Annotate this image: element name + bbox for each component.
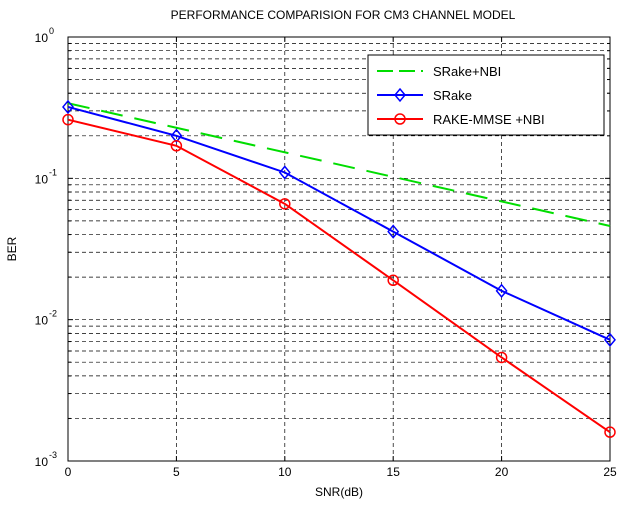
- series-rake-mmse-nbi: [62, 113, 616, 438]
- x-axis-label: SNR(dB): [315, 485, 363, 499]
- x-tick-label: 25: [603, 465, 617, 479]
- data-point-diamond: [278, 165, 291, 180]
- legend-marker-circle: [394, 113, 406, 125]
- series-srake-nbi: [67, 102, 611, 227]
- legend-item: SRake: [377, 87, 472, 103]
- legend: SRake+NBI SRake RAKE-MMSE +NBI: [367, 54, 605, 136]
- chart-title: PERFORMANCE COMPARISION FOR CM3 CHANNEL …: [171, 8, 516, 22]
- legend-item: RAKE-MMSE +NBI: [377, 112, 545, 127]
- data-point-circle: [604, 426, 616, 438]
- plot-frame: [67, 36, 611, 462]
- y-axis-label: BER: [5, 236, 19, 261]
- series: [62, 99, 616, 438]
- y-tick-exponent: -1: [49, 167, 57, 177]
- y-tick-label: 10 -2: [35, 309, 57, 328]
- y-tick-base: 10: [35, 314, 49, 328]
- data-point-diamond: [495, 283, 508, 298]
- series-srake: [62, 99, 616, 348]
- y-tick-label: 10 -1: [35, 167, 57, 186]
- data-point-circle: [279, 198, 291, 210]
- y-tick-label: 10 0: [35, 26, 54, 45]
- legend-marker-diamond: [394, 87, 406, 103]
- data-point-circle: [495, 351, 508, 364]
- legend-label: RAKE-MMSE +NBI: [433, 112, 545, 127]
- x-tick-label: 10: [278, 465, 292, 479]
- data-point-circle: [62, 113, 74, 126]
- series-line: [67, 105, 611, 341]
- series-line: [67, 102, 611, 227]
- data-point-circle: [170, 140, 183, 152]
- y-tick-exponent: -3: [49, 450, 57, 460]
- y-tick-exponent: -2: [49, 309, 57, 319]
- y-tick-base: 10: [35, 31, 49, 45]
- data-point-diamond: [604, 332, 616, 348]
- series-line: [67, 118, 611, 433]
- data-point-diamond: [387, 224, 400, 239]
- data-point-circle: [387, 274, 399, 287]
- y-tick-base: 10: [35, 172, 49, 186]
- x-tick-label: 5: [173, 465, 180, 479]
- legend-label: SRake: [433, 88, 472, 103]
- y-tick-base: 10: [35, 455, 49, 469]
- legend-item: SRake+NBI: [377, 64, 501, 79]
- legend-label: SRake+NBI: [433, 64, 501, 79]
- x-tick-label: 15: [387, 465, 401, 479]
- data-point-diamond: [62, 99, 74, 115]
- y-tick-exponent: 0: [49, 26, 54, 36]
- data-point-diamond: [170, 128, 183, 143]
- y-tick-label: 10 -3: [35, 450, 57, 469]
- x-tick-label: 0: [65, 465, 72, 479]
- x-tick-label: 20: [495, 465, 509, 479]
